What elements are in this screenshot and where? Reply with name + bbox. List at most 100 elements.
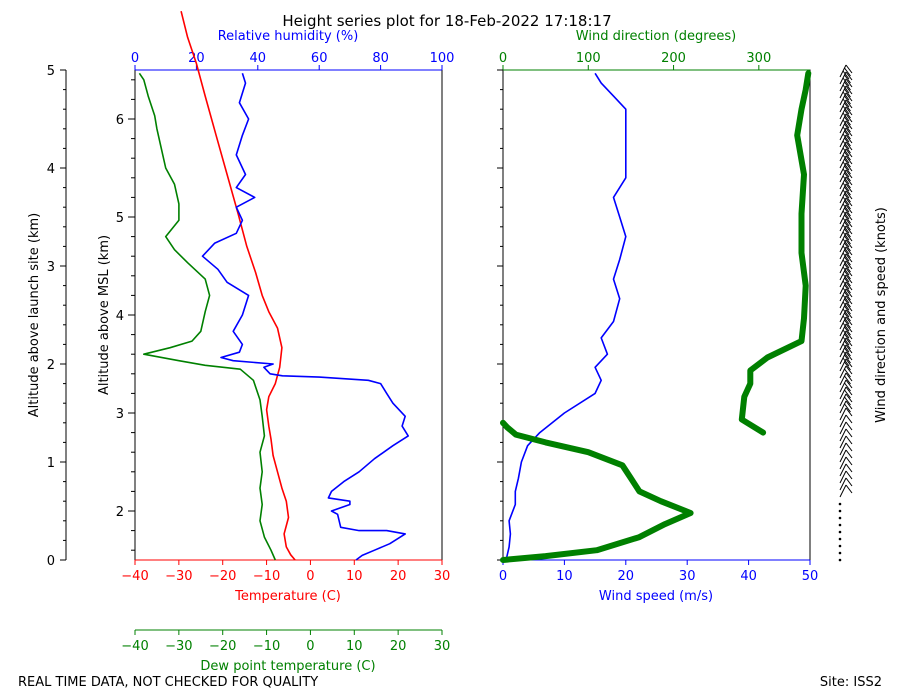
- wind-barb-flag: [842, 112, 850, 122]
- msl-alt-tick-label: 4: [116, 309, 124, 324]
- wind-barb-flag: [844, 200, 851, 210]
- wind-barb-flag: [845, 225, 853, 235]
- wind-barb-flag: [844, 116, 851, 126]
- wind-direction-point: [747, 381, 753, 387]
- axis-ticks: 0 20 40 60 80 100−40 −30 −20 −10 0 10 20 30−40 −30 −20…: [47, 51, 819, 654]
- dewpoint-tick-label: 30: [434, 639, 451, 654]
- wind-barb-flag: [842, 140, 850, 150]
- wind-barb-flag: [842, 217, 850, 227]
- wind-barb-flag: [845, 309, 853, 319]
- wind-barb-flag: [845, 337, 853, 347]
- wind-barb-flag: [844, 354, 851, 364]
- wind-direction-point: [798, 250, 805, 256]
- wind-barb-flag: [845, 484, 853, 494]
- wind-barb-flag: [842, 273, 850, 283]
- wind-barb-staff: [839, 442, 847, 456]
- temperature-tick-label: −30: [165, 569, 192, 584]
- wind-barb-flag: [844, 235, 851, 245]
- temperature-axis-label: Temperature (C): [234, 589, 341, 604]
- wind-barb-flag: [842, 287, 850, 297]
- launch-alt-tick-label: 5: [47, 64, 55, 79]
- wind-barb-flag: [842, 308, 850, 318]
- wind-barb-flag: [844, 151, 851, 161]
- wind-barb-flag: [845, 246, 853, 256]
- wind-barb-flag: [845, 435, 853, 445]
- wind-barb-flag: [842, 203, 850, 213]
- wind-barb-flag: [845, 148, 853, 158]
- wind-direction-trace: [500, 419, 694, 563]
- wind-barb-flag: [845, 295, 853, 305]
- wind-barb-flag: [845, 414, 853, 424]
- wind-panel-frame: [502, 69, 811, 561]
- wind-barb-staff: [839, 365, 847, 379]
- wind-barb-staff: [839, 428, 847, 442]
- dewpoint-tick-label: −40: [121, 639, 148, 654]
- wind-barb-flag: [842, 210, 850, 220]
- humidity-tick-label: 80: [372, 51, 389, 66]
- wind-barb-flag: [844, 319, 851, 329]
- wind-barb-flag: [844, 95, 851, 105]
- wind-barb-flag: [845, 253, 853, 263]
- wind-direction-point: [628, 475, 634, 481]
- calm-wind-marker: [838, 509, 842, 513]
- wind-speed-tick-label: 40: [740, 569, 757, 584]
- wind-barb-flag: [844, 137, 851, 147]
- launch-alt-tick-label: 0: [47, 554, 55, 569]
- wind-barb-flag: [845, 134, 853, 144]
- wind-direction-point: [543, 439, 549, 445]
- launch-alt-tick-label: 4: [47, 162, 55, 177]
- temperature-tick-label: 20: [390, 569, 407, 584]
- wind-barb-flag: [842, 336, 850, 346]
- wind-barb-flag: [845, 120, 853, 130]
- wind-barb-flag: [845, 71, 853, 81]
- wind-barb-flag: [845, 78, 853, 88]
- wind-speed-axis-label: Wind speed (m/s): [599, 589, 713, 604]
- wind-barb-flag: [842, 294, 850, 304]
- wind-barb-flag: [845, 372, 853, 382]
- wind-barb-flag: [845, 393, 853, 403]
- wind-barb-flag: [844, 256, 851, 266]
- calm-wind-marker: [838, 558, 842, 562]
- wind-barb-flag: [844, 277, 851, 287]
- wind-barb-flag: [845, 232, 853, 242]
- wind-barb-flag: [844, 382, 851, 392]
- wind-direction-point: [739, 416, 745, 423]
- msl-alt-axis-label: Altitude above MSL (km): [97, 235, 112, 395]
- wind-barb-flag: [844, 389, 851, 399]
- wind-barb-flag: [844, 312, 851, 322]
- wind-barb-flag: [842, 245, 850, 255]
- wind-barb-flag: [845, 365, 853, 375]
- wind-barb-flag: [845, 400, 853, 410]
- msl-alt-tick-label: 3: [116, 407, 124, 422]
- wind-speed-tick-label: 30: [679, 569, 696, 584]
- wind-barb-flag: [845, 204, 853, 214]
- wind-barb-flag: [845, 190, 853, 200]
- wind-barb-flag: [845, 260, 853, 270]
- wind-barb-flag: [842, 119, 850, 129]
- humidity-axis-label: Relative humidity (%): [218, 29, 359, 44]
- wind-barb-flag: [844, 396, 851, 406]
- dewpoint-tick-label: 20: [390, 639, 407, 654]
- wind-barb-flag: [844, 186, 851, 196]
- wind-direction-point: [594, 547, 600, 553]
- wind-barb-flag: [845, 470, 853, 480]
- wind-dir-tick-label: 300: [746, 51, 771, 66]
- wind-direction-point: [658, 498, 664, 504]
- wind-barb-flag: [844, 326, 851, 336]
- wind-barb-flag: [842, 182, 850, 192]
- wind-barb-flag: [842, 133, 850, 143]
- temperature-tick-label: −10: [253, 569, 280, 584]
- relative-humidity-line: [201, 73, 409, 561]
- wind-barb-flag: [845, 274, 853, 284]
- wind-dir-tick-label: 200: [661, 51, 686, 66]
- temperature-tick-label: 0: [306, 569, 314, 584]
- wind-barb-flag: [845, 155, 853, 165]
- wind-barb-flag: [844, 291, 851, 301]
- wind-barb-flag: [842, 147, 850, 157]
- calm-wind-marker: [838, 537, 842, 541]
- msl-alt-tick-label: 6: [116, 113, 124, 128]
- wind-speed-line: [505, 72, 627, 561]
- calm-wind-marker: [838, 544, 842, 548]
- wind-barb-flag: [842, 98, 850, 108]
- humidity-tick-label: 100: [430, 51, 455, 66]
